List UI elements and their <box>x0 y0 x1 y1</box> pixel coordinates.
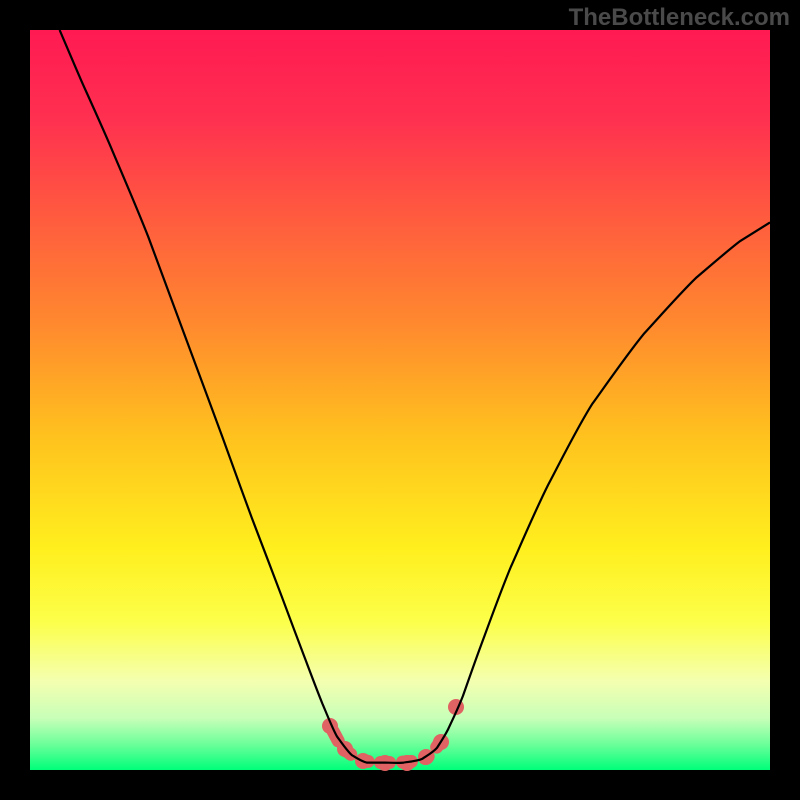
chart-root: TheBottleneck.com <box>0 0 800 800</box>
attribution-label: TheBottleneck.com <box>569 4 790 32</box>
bottleneck-curve <box>60 30 770 763</box>
plot-area <box>30 30 770 770</box>
curve-svg <box>30 30 770 770</box>
plot-inner <box>30 30 770 770</box>
